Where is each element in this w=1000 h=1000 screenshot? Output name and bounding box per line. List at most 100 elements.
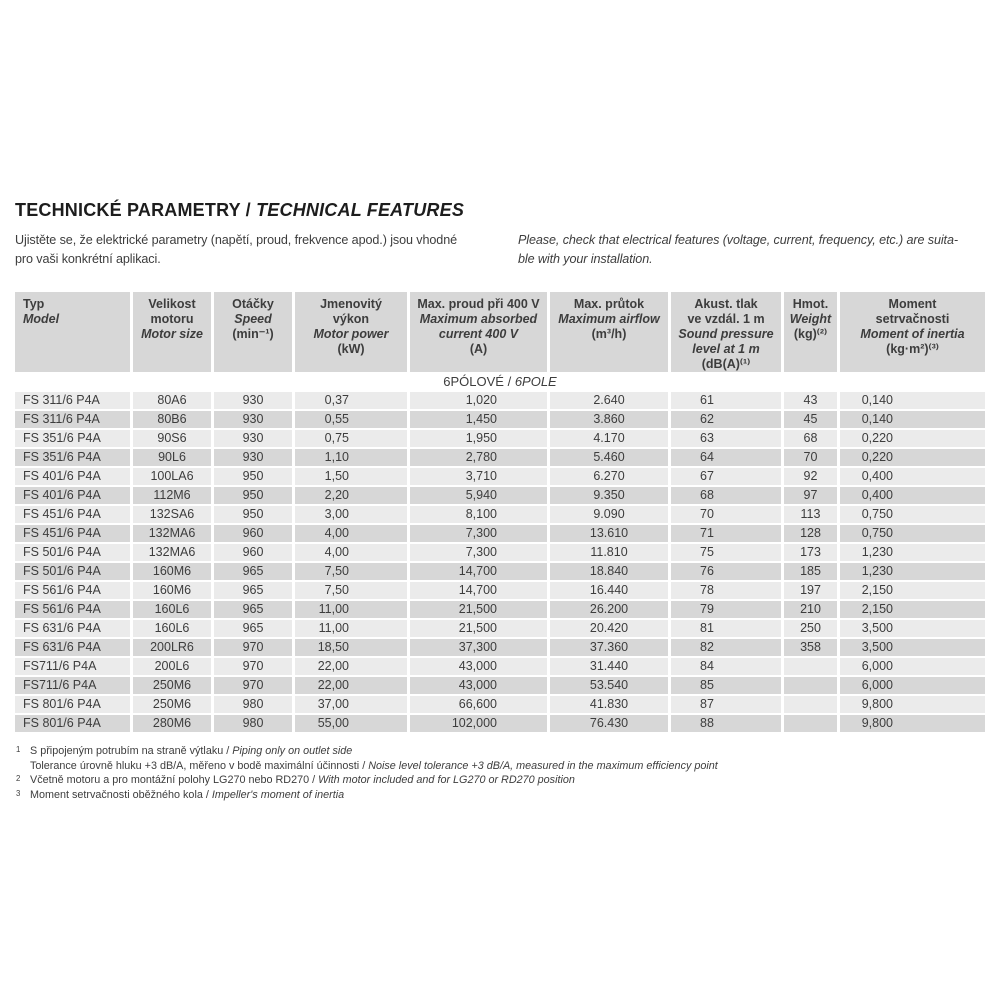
section-label-en: 6POLE	[514, 374, 557, 389]
value-cell: 11,00	[295, 601, 407, 618]
value-cell	[784, 696, 837, 713]
section-row-6pole: 6PÓLOVÉ / 6POLE	[15, 374, 985, 390]
table-header: Typ Model Velikost motoru Motor size Otáčky Sp…	[15, 292, 985, 372]
value-cell: 0,140	[840, 411, 985, 428]
value-cell: 200LR6	[133, 639, 211, 656]
value-cell: 250M6	[133, 696, 211, 713]
value-cell: 7,300	[410, 525, 547, 542]
intro-line: Ujistěte se, že elektrické parametry (na…	[15, 233, 458, 247]
value-cell: 1,020	[410, 392, 547, 409]
value-cell: 37,00	[295, 696, 407, 713]
value-cell: 41.830	[550, 696, 668, 713]
footnote-text-cs: Moment setrvačnosti oběžného kola /	[30, 788, 212, 801]
value-cell: 0,55	[295, 411, 407, 428]
model-cell: FS 401/6 P4A	[15, 468, 130, 485]
value-cell: 185	[784, 563, 837, 580]
value-cell: 7,50	[295, 582, 407, 599]
value-cell: 970	[214, 677, 292, 694]
value-cell: 6.270	[550, 468, 668, 485]
model-cell: FS 451/6 P4A	[15, 525, 130, 542]
value-cell: 132SA6	[133, 506, 211, 523]
value-cell: 31.440	[550, 658, 668, 675]
value-cell: 37.360	[550, 639, 668, 656]
value-cell: 1,50	[295, 468, 407, 485]
value-cell: 1,10	[295, 449, 407, 466]
value-cell: 965	[214, 601, 292, 618]
column-header-line: (m³/h)	[591, 327, 627, 341]
table-row: FS 631/6 P4A 160L6 965 11,00 21,500 20.420 81 2…	[15, 620, 985, 637]
value-cell: 1,450	[410, 411, 547, 428]
footnote: Tolerance úrovně hluku +3 dB/A, měřeno v…	[16, 759, 718, 774]
value-cell: 2,150	[840, 601, 985, 618]
column-header-line: Moment of inertia	[860, 327, 965, 341]
value-cell: 3,500	[840, 639, 985, 656]
column-header-8: Moment setrvačnosti Moment of inertia (kg·m…	[840, 292, 985, 372]
value-cell: 1,950	[410, 430, 547, 447]
column-header-6: Akust. tlak ve vzdál. 1 m Sound pressure le…	[671, 292, 781, 372]
value-cell: 0,37	[295, 392, 407, 409]
value-cell: 0,140	[840, 392, 985, 409]
column-header-1: Velikost motoru Motor size	[133, 292, 211, 372]
value-cell: 2,20	[295, 487, 407, 504]
intro-line: pro vaši konkrétní aplikaci.	[15, 252, 161, 266]
value-cell: 26.200	[550, 601, 668, 618]
intro-paragraph-en: Please, check that electrical features (…	[518, 231, 958, 269]
table-row: FS 311/6 P4A 80A6 930 0,37 1,020 2.640 61 43 0,1…	[15, 392, 985, 409]
value-cell: 980	[214, 696, 292, 713]
value-cell: 14,700	[410, 563, 547, 580]
column-header-line: Speed	[234, 312, 272, 326]
value-cell: 11,00	[295, 620, 407, 637]
value-cell: 67	[671, 468, 781, 485]
value-cell: 197	[784, 582, 837, 599]
model-cell: FS711/6 P4A	[15, 658, 130, 675]
value-cell: 930	[214, 430, 292, 447]
header-row: Typ Model Velikost motoru Motor size Otáčky Sp…	[15, 292, 985, 372]
column-header-4: Max. proud při 400 V Maximum absorbed curr…	[410, 292, 547, 372]
value-cell: 61	[671, 392, 781, 409]
value-cell: 85	[671, 677, 781, 694]
value-cell: 0,750	[840, 525, 985, 542]
value-cell: 160L6	[133, 601, 211, 618]
value-cell: 2,150	[840, 582, 985, 599]
footnote: 1 S připojeným potrubím na straně výtlaku…	[16, 744, 718, 759]
footnote-marker: 3	[16, 788, 21, 798]
value-cell: 76.430	[550, 715, 668, 732]
value-cell: 102,000	[410, 715, 547, 732]
value-cell: 63	[671, 430, 781, 447]
column-header-line: Velikost	[148, 297, 196, 311]
value-cell: 5.460	[550, 449, 668, 466]
model-cell: FS 351/6 P4A	[15, 449, 130, 466]
table-row: FS 451/6 P4A 132SA6 950 3,00 8,100 9.090 70 113…	[15, 506, 985, 523]
value-cell: 20.420	[550, 620, 668, 637]
value-cell: 0,400	[840, 487, 985, 504]
model-cell: FS711/6 P4A	[15, 677, 130, 694]
column-header-line: (kg·m²)⁽³⁾	[886, 342, 939, 356]
value-cell: 160L6	[133, 620, 211, 637]
column-header-line: Otáčky	[232, 297, 274, 311]
column-header-line: motoru	[150, 312, 194, 326]
column-header-7: Hmot. Weight (kg)⁽²⁾	[784, 292, 837, 372]
column-header-line: Weight	[789, 312, 832, 326]
page-title-en: TECHNICAL FEATURES	[256, 200, 465, 220]
value-cell: 16.440	[550, 582, 668, 599]
value-cell: 132MA6	[133, 544, 211, 561]
column-header-3: Jmenovitý výkon Motor power (kW)	[295, 292, 407, 372]
value-cell: 37,300	[410, 639, 547, 656]
footnote-text-en: With motor included and for LG270 or RD2…	[318, 774, 575, 787]
table-row: FS711/6 P4A 250M6 970 22,00 43,000 53.540 85 6,…	[15, 677, 985, 694]
value-cell: 45	[784, 411, 837, 428]
model-cell: FS 501/6 P4A	[15, 563, 130, 580]
column-header-2: Otáčky Speed (min⁻¹)	[214, 292, 292, 372]
value-cell: 0,400	[840, 468, 985, 485]
value-cell: 160M6	[133, 563, 211, 580]
column-header-line: (A)	[469, 342, 488, 356]
value-cell: 3,00	[295, 506, 407, 523]
column-header-line: (kW)	[337, 342, 365, 356]
value-cell: 965	[214, 582, 292, 599]
value-cell: 100LA6	[133, 468, 211, 485]
value-cell: 14,700	[410, 582, 547, 599]
value-cell: 210	[784, 601, 837, 618]
model-cell: FS 451/6 P4A	[15, 506, 130, 523]
value-cell: 9.090	[550, 506, 668, 523]
value-cell: 68	[784, 430, 837, 447]
